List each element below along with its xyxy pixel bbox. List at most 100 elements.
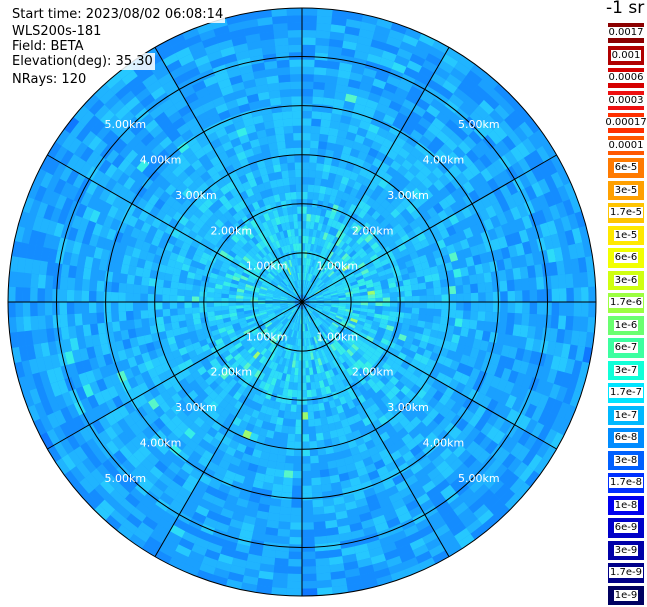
ppi-cell (390, 449, 403, 462)
ppi-cell (191, 307, 200, 314)
ppi-cell (83, 94, 100, 111)
ppi-cell (92, 405, 105, 420)
ppi-cell (113, 139, 128, 154)
ppi-cell (468, 414, 481, 428)
ppi-cell (461, 318, 471, 329)
ppi-cell (170, 315, 179, 323)
ppi-cell (273, 338, 280, 347)
ppi-grid (7, 7, 597, 597)
ppi-cell (328, 127, 339, 137)
ppi-cell (507, 290, 516, 302)
ppi-cell (134, 373, 145, 386)
ppi-cell (233, 89, 247, 100)
ppi-cell (453, 87, 469, 103)
ppi-cell (415, 72, 431, 86)
ppi-cell (359, 356, 368, 365)
ppi-cell (474, 483, 490, 499)
ppi-cell (410, 313, 419, 321)
ppi-cell (358, 120, 371, 131)
ppi-cell (323, 303, 332, 306)
ppi-cell (266, 460, 277, 469)
ppi-cell (219, 249, 229, 258)
ppi-cell (324, 512, 337, 522)
ppi-cell (484, 282, 493, 293)
ppi-cell (521, 374, 533, 389)
ppi-cell (151, 143, 165, 157)
ppi-cell (510, 383, 522, 398)
ppi-cell (476, 139, 491, 154)
ppi-cell (302, 522, 314, 530)
ppi-cell (468, 319, 478, 330)
ppi-cell (324, 445, 335, 455)
ppi-cell (571, 360, 583, 377)
ppi-cell (248, 416, 258, 426)
ppi-cell (418, 474, 432, 487)
ppi-cell (336, 167, 346, 177)
ppi-cell (222, 500, 237, 512)
ppi-cell (336, 76, 350, 87)
ppi-cell (442, 375, 453, 387)
ppi-cell (302, 536, 315, 545)
ppi-cell (391, 93, 406, 106)
ppi-cell (271, 318, 279, 324)
ppi-cell (331, 322, 339, 328)
ppi-cell (426, 302, 435, 309)
ppi-cell (197, 530, 213, 543)
ppi-cell (281, 291, 289, 297)
ppi-cell (118, 292, 126, 302)
ppi-cell (150, 86, 166, 100)
ppi-cell (218, 483, 231, 495)
ppi-cell (328, 369, 335, 378)
ppi-cell (183, 257, 193, 266)
ppi-cell (387, 227, 398, 238)
ppi-cell (280, 295, 289, 299)
ppi-cell (250, 257, 259, 265)
ppi-cell (274, 171, 283, 180)
ppi-cell (272, 298, 281, 301)
ppi-cell (234, 254, 243, 262)
ppi-cell (426, 449, 440, 462)
ppi-cell (313, 252, 318, 261)
ppi-cell (321, 424, 330, 433)
ppi-cell (409, 277, 419, 285)
ppi-cell (162, 294, 170, 302)
ppi-cell (415, 518, 431, 532)
ppi-cell (215, 318, 224, 325)
ppi-cell (318, 141, 328, 150)
ppi-cell (147, 398, 160, 411)
ppi-cell (254, 332, 263, 340)
ppi-cell (204, 43, 221, 55)
ppi-cell (85, 180, 99, 196)
ppi-cell (283, 343, 289, 351)
ppi-cell (367, 500, 382, 512)
ppi-cell (400, 208, 411, 219)
ppi-cell (466, 519, 483, 534)
ppi-cell (311, 285, 318, 292)
ppi-cell (346, 86, 360, 97)
ppi-cell (164, 449, 178, 462)
ppi-cell (521, 278, 530, 291)
ppi-cell (206, 227, 217, 238)
ppi-cell (252, 244, 261, 253)
ppi-cell (304, 308, 308, 316)
ppi-cell (411, 257, 421, 266)
ppi-cell (188, 265, 198, 274)
ppi-cell (198, 154, 210, 166)
ppi-cell (402, 492, 416, 506)
ppi-cell (144, 119, 159, 133)
ppi-cell (349, 148, 360, 158)
ppi-cell (498, 391, 511, 406)
ppi-cell (167, 258, 177, 268)
ppi-cell (303, 309, 306, 317)
ppi-cell (279, 402, 286, 411)
ppi-cell (292, 273, 297, 282)
ppi-cell (318, 380, 325, 389)
ppi-cell (376, 237, 386, 246)
ppi-cell (321, 483, 332, 493)
ppi-cell (289, 529, 302, 538)
ppi-cell (219, 330, 229, 338)
ppi-cell (199, 380, 210, 391)
ppi-cell (272, 362, 279, 371)
ppi-cell (374, 71, 389, 83)
ppi-cell (221, 289, 230, 295)
